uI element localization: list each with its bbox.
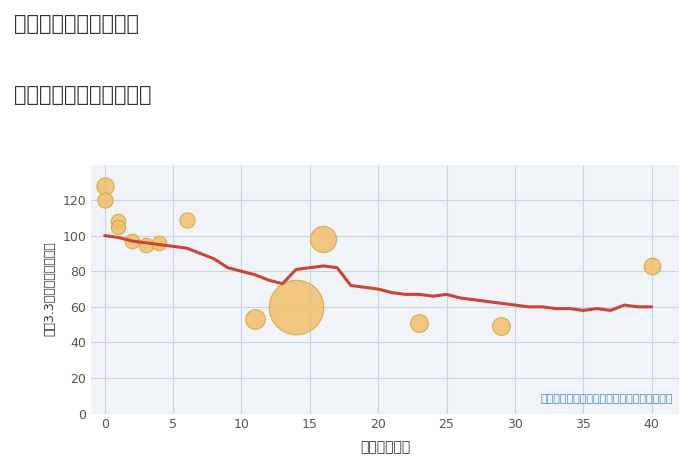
Point bbox=[140, 241, 151, 248]
Text: 愛知県安城市高棚町の: 愛知県安城市高棚町の bbox=[14, 14, 139, 34]
Y-axis label: 坪（3.3㎡）単価（万円）: 坪（3.3㎡）単価（万円） bbox=[43, 242, 57, 337]
Point bbox=[646, 262, 657, 270]
Point bbox=[318, 235, 329, 243]
Point bbox=[414, 319, 425, 327]
Point bbox=[496, 323, 507, 330]
Point bbox=[113, 218, 124, 225]
Text: 円の大きさは、取引のあった物件面積を示す: 円の大きさは、取引のあった物件面積を示す bbox=[540, 394, 673, 404]
X-axis label: 築年数（年）: 築年数（年） bbox=[360, 440, 410, 454]
Point bbox=[181, 216, 193, 223]
Point bbox=[127, 237, 138, 245]
Point bbox=[154, 239, 165, 247]
Point bbox=[249, 315, 260, 323]
Point bbox=[290, 303, 302, 311]
Point bbox=[113, 223, 124, 231]
Text: 築年数別中古戸建て価格: 築年数別中古戸建て価格 bbox=[14, 85, 151, 105]
Point bbox=[99, 196, 111, 204]
Point bbox=[99, 182, 111, 189]
